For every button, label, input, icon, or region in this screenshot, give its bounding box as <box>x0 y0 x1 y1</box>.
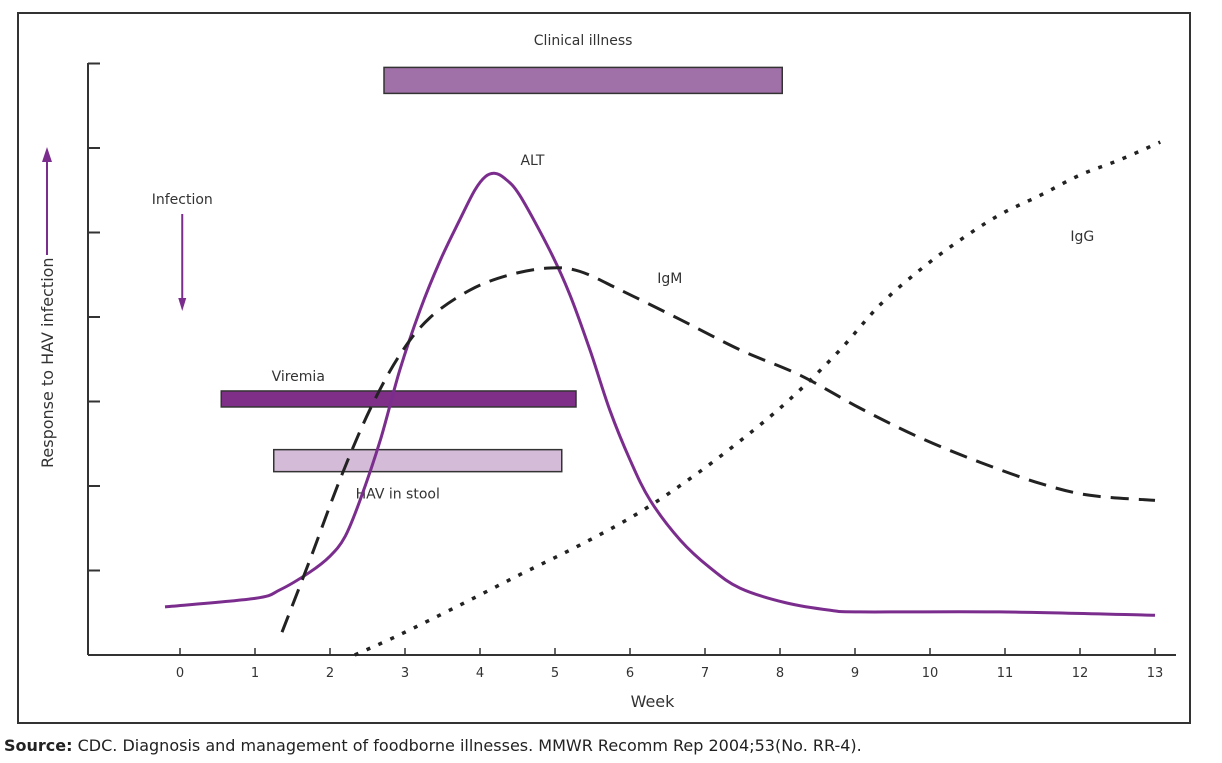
infection-arrowhead <box>178 298 187 311</box>
x-tick-label: 8 <box>776 666 784 681</box>
x-tick-label: 6 <box>626 666 634 681</box>
x-tick-label: 1 <box>251 666 259 681</box>
source-note: Source: CDC. Diagnosis and management of… <box>4 736 862 755</box>
infection-label: Infection <box>152 192 213 208</box>
x-tick-label: 13 <box>1147 666 1164 681</box>
x-tick-label: 12 <box>1072 666 1089 681</box>
period-bar <box>273 448 563 473</box>
period-label: HAV in stool <box>356 487 440 503</box>
period-label: Viremia <box>272 369 325 385</box>
x-tick-label: 5 <box>551 666 559 681</box>
y-axis-label: Response to HAV infection <box>38 257 57 468</box>
period-bar <box>383 66 783 95</box>
period-label: Clinical illness <box>534 33 633 49</box>
x-tick-label: 4 <box>476 666 484 681</box>
series-label-igg: IgG <box>1070 229 1094 245</box>
source-text: CDC. Diagnosis and management of foodbor… <box>72 736 862 755</box>
x-tick-label: 2 <box>326 666 334 681</box>
y-axis-arrowhead <box>42 147 52 162</box>
x-tick-label: 0 <box>176 666 184 681</box>
x-axis-label: Week <box>631 692 676 711</box>
series-label-igm: IgM <box>657 271 682 287</box>
series-line-alt <box>164 171 1156 617</box>
x-tick-label: 9 <box>851 666 859 681</box>
series-line-igm <box>280 266 1156 633</box>
period-bar <box>220 390 577 408</box>
x-tick-label: 11 <box>997 666 1014 681</box>
x-tick-label: 10 <box>922 666 939 681</box>
series-line-igg <box>354 140 1161 657</box>
x-tick-label: 7 <box>701 666 709 681</box>
chart-frame <box>17 12 1191 724</box>
series-label-alt: ALT <box>520 153 544 169</box>
x-tick-label: 3 <box>401 666 409 681</box>
source-label: Source: <box>4 736 73 755</box>
